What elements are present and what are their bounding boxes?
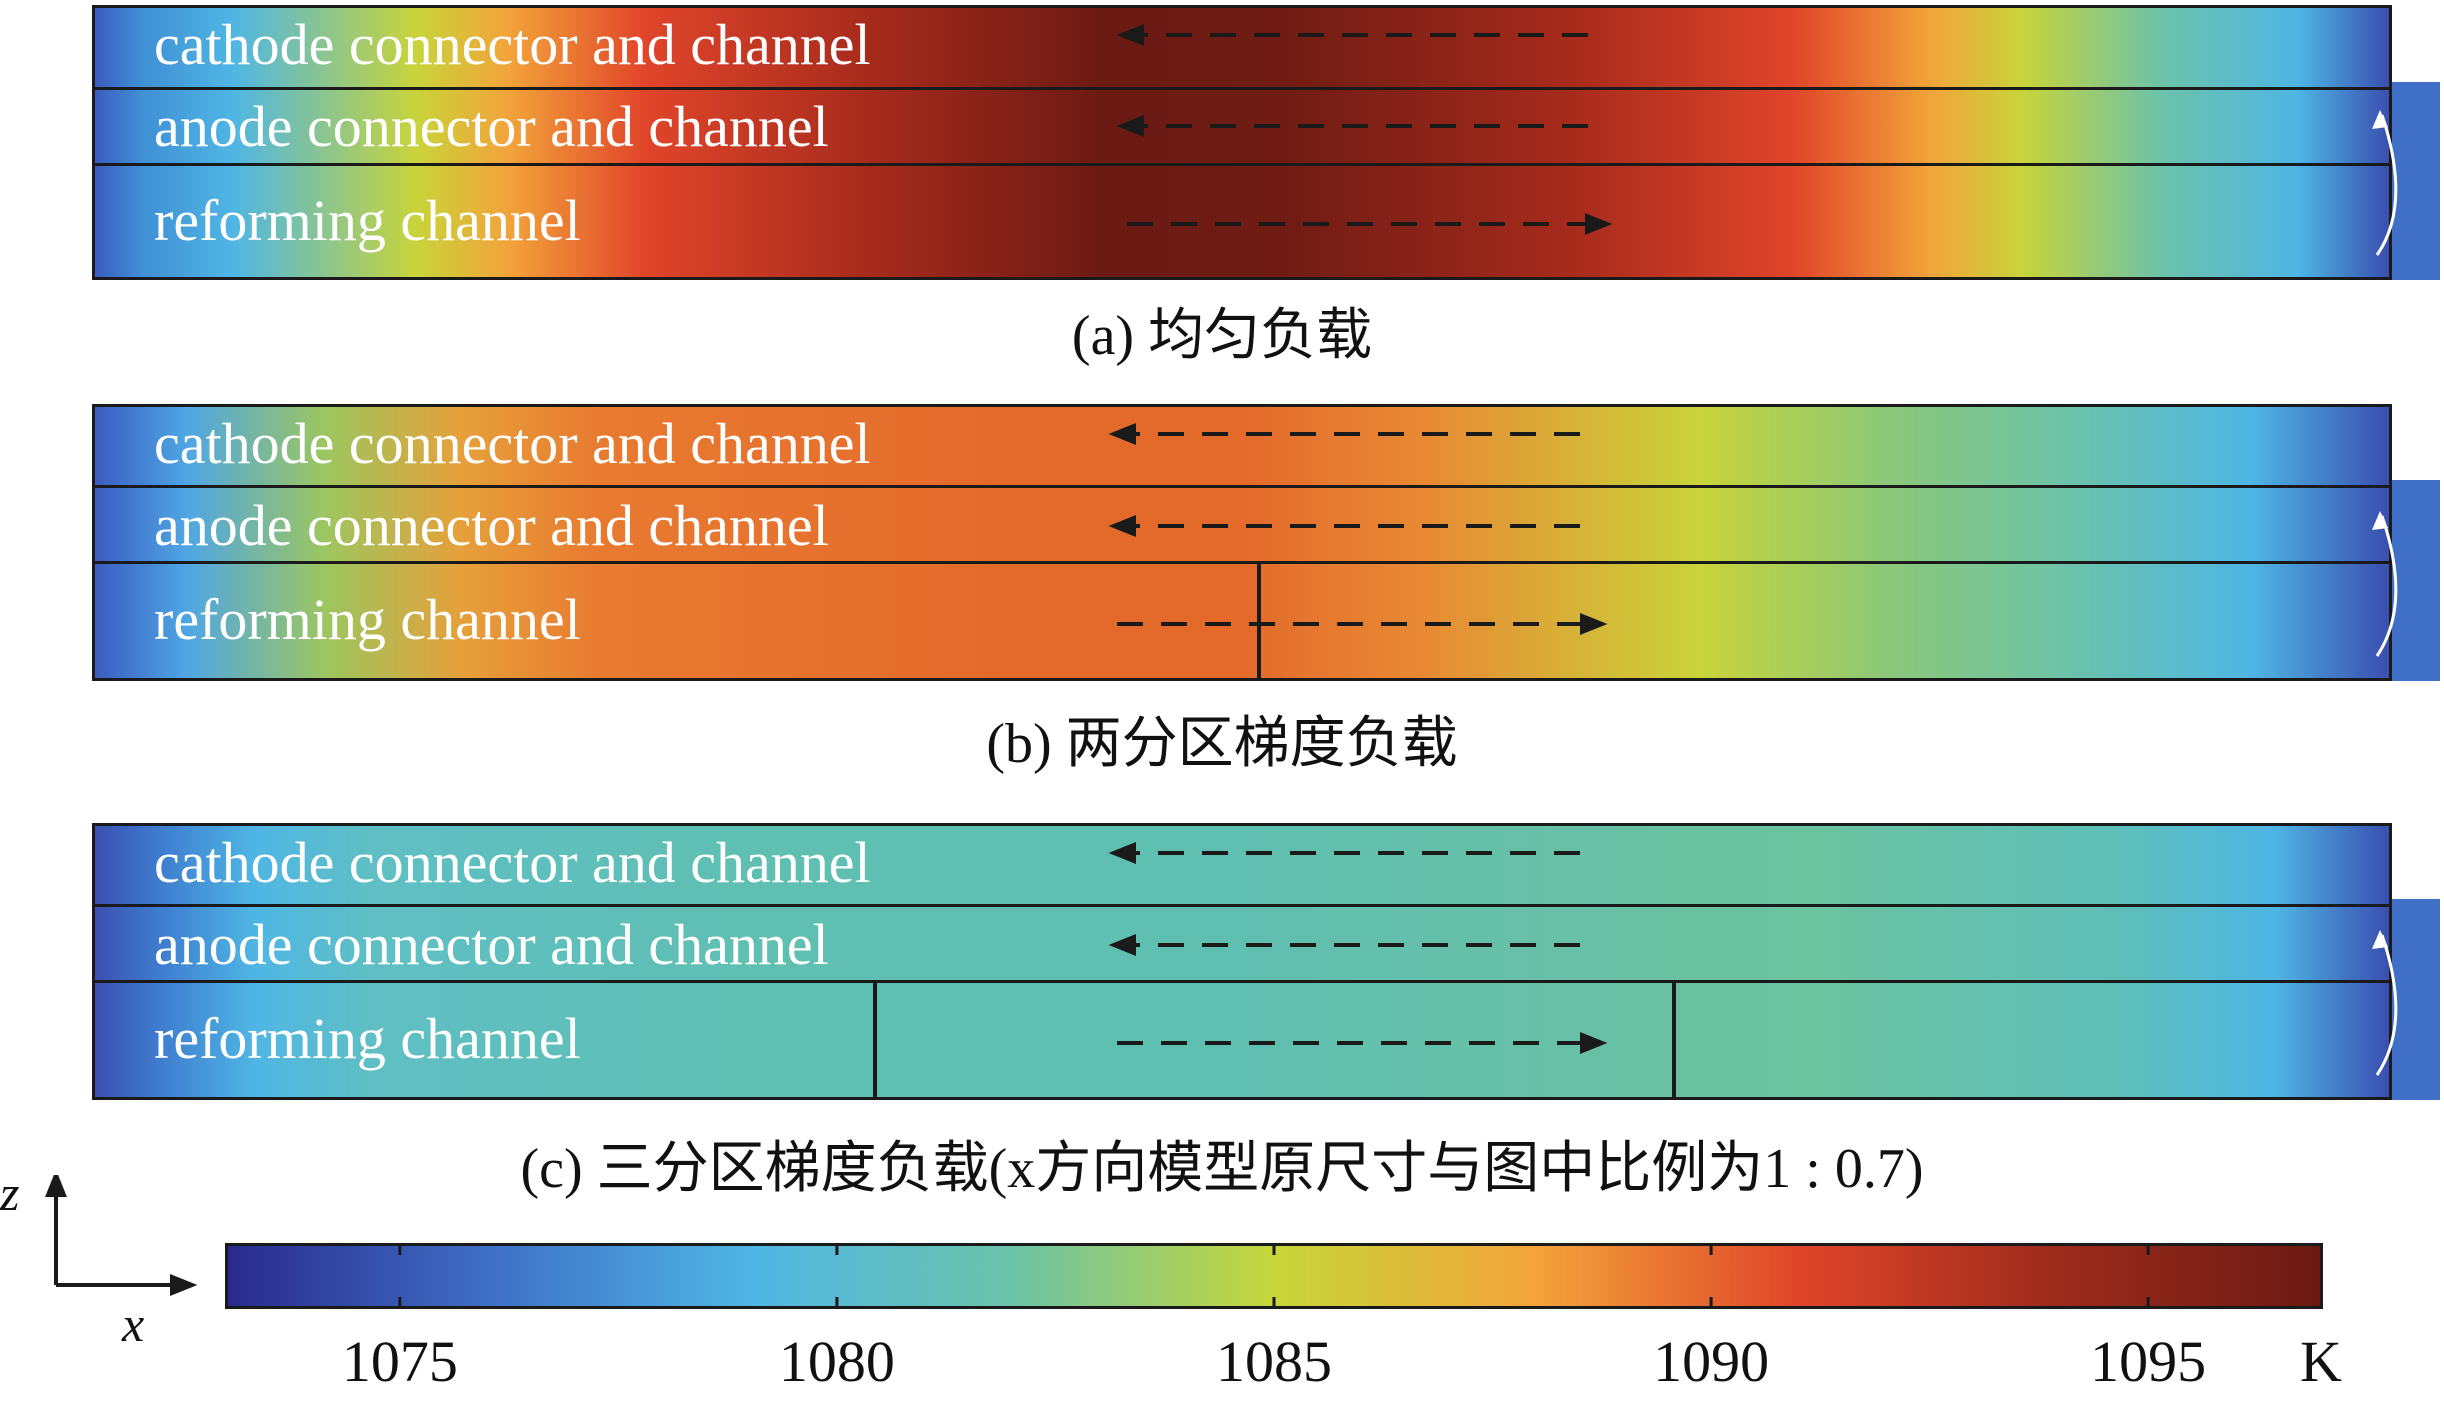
- colorbar-tick-label: 1090: [1653, 1329, 1770, 1394]
- panel-a-divider-1: [92, 87, 2392, 90]
- panel-c-reforming-label: reforming channel: [154, 1006, 581, 1071]
- colorbar-tick-label: 1095: [2090, 1329, 2207, 1394]
- panel-c-divider-1: [92, 904, 2392, 907]
- panel-b-outlet-tab: [2392, 480, 2440, 681]
- panel-a-anode-label: anode connector and channel: [154, 94, 829, 159]
- panel-c-cathode-label: cathode connector and channel: [154, 830, 871, 895]
- panel-a: cathode connector and channel anode conn…: [92, 5, 2440, 280]
- panel-c-temperature-field: [92, 823, 2392, 1100]
- caption-c: (c) 三分区梯度负载(x方向模型原尺寸与图中比例为1 : 0.7): [520, 1138, 1924, 1200]
- colorbar-tick-label: 1085: [1216, 1329, 1332, 1394]
- colorbar-tick-label: 1080: [778, 1329, 895, 1394]
- caption-a: (a) 均匀负载: [1071, 305, 1373, 367]
- panel-c-zone-boundary-2: [1672, 980, 1676, 1100]
- panel-c: cathode connector and channel anode conn…: [92, 823, 2440, 1100]
- axis-label-z: z: [0, 1165, 20, 1221]
- panel-b-anode-label: anode connector and channel: [154, 493, 829, 558]
- caption-b: (b) 两分区梯度负载: [986, 713, 1458, 775]
- panel-c-zone-boundary-1: [873, 980, 877, 1100]
- colorbar-ticks: [398, 1243, 2150, 1309]
- colorbar-tick-label: 1075: [341, 1329, 458, 1394]
- panel-c-divider-2: [92, 980, 2392, 983]
- panel-b-divider-1: [92, 485, 2392, 488]
- panel-b-arrows: [1108, 423, 2398, 657]
- colorbar-unit: K: [2300, 1329, 2342, 1394]
- panel-b: cathode connector and channel anode conn…: [92, 404, 2440, 681]
- panel-a-divider-2: [92, 163, 2392, 166]
- axis-label-x: x: [122, 1296, 145, 1352]
- panel-b-temperature-field: [92, 404, 2392, 681]
- panel-c-anode-label: anode connector and channel: [154, 912, 829, 977]
- panel-b-divider-2: [92, 561, 2392, 564]
- panel-b-reforming-label: reforming channel: [154, 587, 581, 652]
- panel-b-cathode-label: cathode connector and channel: [154, 411, 871, 476]
- panel-a-outlet-tab: [2392, 82, 2440, 280]
- panel-c-outlet-tab: [2392, 899, 2440, 1100]
- panel-a-reforming-label: reforming channel: [154, 188, 581, 253]
- axis-indicator: [45, 1175, 198, 1296]
- panel-a-temperature-field: [92, 5, 2392, 280]
- panel-a-cathode-label: cathode connector and channel: [154, 12, 871, 77]
- panel-c-arrows: [1108, 842, 2398, 1076]
- panel-a-arrows: [1116, 24, 2398, 256]
- panel-b-zone-boundary: [1257, 561, 1261, 681]
